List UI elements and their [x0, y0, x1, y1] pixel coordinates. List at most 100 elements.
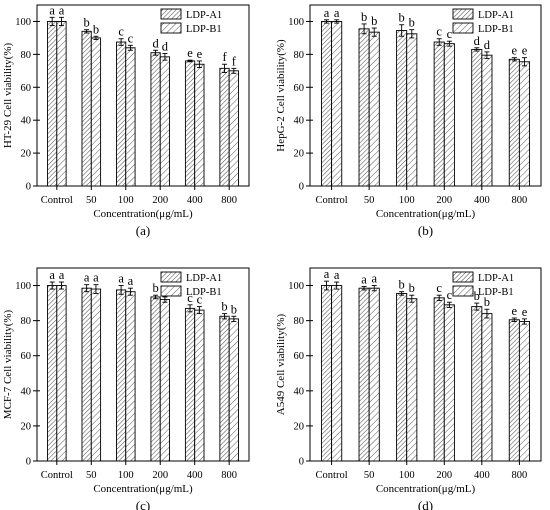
- y-tick-label: 80: [294, 316, 305, 327]
- bar-ldp-b1: [368, 31, 380, 187]
- x-tick-label: 100: [399, 470, 415, 481]
- y-axis-title: HepG-2 Cell viability(%): [275, 39, 287, 152]
- bar-ldp-a1: [219, 315, 230, 462]
- y-tick-label: 80: [21, 50, 32, 61]
- y-axis-title: MCF-7 Cell viability(%): [2, 309, 14, 419]
- significance-label: c: [197, 293, 203, 307]
- significance-label: f: [222, 50, 227, 64]
- x-tick-label: Control: [316, 470, 348, 481]
- bar-ldp-a1: [433, 297, 445, 462]
- significance-label: b: [231, 302, 237, 316]
- y-tick-label: 40: [21, 386, 32, 397]
- bar-ldp-b1: [406, 298, 418, 462]
- y-tick-label: 0: [299, 457, 304, 468]
- x-tick-label: 100: [118, 195, 134, 206]
- x-tick-label: Control: [41, 470, 73, 481]
- panel-label: (a): [136, 223, 150, 238]
- significance-label: b: [399, 11, 405, 25]
- bar-ldp-a1: [396, 292, 408, 462]
- bar-ldp-b1: [228, 70, 239, 187]
- significance-label: a: [324, 6, 330, 20]
- significance-label: a: [49, 268, 55, 282]
- bar-ldp-a1: [47, 285, 58, 462]
- y-tick-label: 60: [21, 83, 32, 94]
- significance-label: d: [152, 36, 159, 50]
- significance-label: e: [522, 305, 528, 319]
- x-tick-label: Control: [41, 195, 73, 206]
- significance-label: b: [221, 300, 227, 314]
- panel-label: (c): [136, 498, 150, 510]
- legend-swatch: [160, 22, 182, 34]
- bar-ldp-a1: [81, 287, 92, 462]
- bar-ldp-b1: [125, 291, 136, 462]
- significance-label: b: [484, 295, 490, 309]
- y-axis-title: A549 Cell viability(%): [275, 313, 287, 415]
- bar-ldp-b1: [159, 56, 170, 187]
- significance-label: e: [522, 44, 528, 58]
- chart-panel: 0 20 40 60 80 100 Control a a 50 b b 100 c c 200 d d 400 e e…: [2, 3, 250, 238]
- bar-ldp-a1: [471, 306, 483, 462]
- bar-ldp-a1: [321, 285, 333, 462]
- x-tick-label: 800: [512, 195, 528, 206]
- bar-ldp-a1: [508, 319, 520, 462]
- bar-ldp-a1: [433, 41, 445, 187]
- x-tick-label: 400: [187, 195, 203, 206]
- y-tick-label: 0: [299, 182, 304, 193]
- y-tick-label: 60: [21, 351, 32, 362]
- significance-label: c: [436, 281, 442, 295]
- significance-label: d: [484, 38, 491, 52]
- bar-ldp-a1: [150, 296, 161, 462]
- x-axis-title: Concentration(μg/mL): [93, 483, 193, 495]
- significance-label: a: [84, 271, 90, 285]
- bar-ldp-b1: [228, 318, 239, 462]
- y-tick-label: 20: [21, 421, 32, 432]
- legend-swatch: [452, 8, 474, 20]
- bar-ldp-a1: [396, 30, 408, 187]
- panel-label: (b): [418, 223, 433, 238]
- significance-label: a: [371, 272, 377, 286]
- y-tick-label: 100: [288, 17, 304, 28]
- significance-label: a: [334, 6, 340, 20]
- bar-ldp-b1: [518, 61, 530, 187]
- legend-label: LDP-A1: [186, 273, 222, 284]
- bar-ldp-a1: [321, 21, 333, 187]
- x-tick-label: 400: [187, 470, 203, 481]
- bar-ldp-a1: [358, 287, 370, 462]
- bar-ldp-b1: [331, 21, 343, 187]
- y-tick-label: 80: [294, 50, 305, 61]
- legend-swatch: [452, 271, 474, 283]
- significance-label: a: [59, 268, 65, 282]
- y-tick-label: 80: [21, 316, 32, 327]
- y-tick-label: 40: [294, 116, 305, 127]
- significance-label: c: [128, 31, 134, 45]
- significance-label: f: [232, 54, 237, 68]
- significance-label: d: [162, 40, 169, 54]
- x-tick-label: 50: [86, 470, 97, 481]
- bar-ldp-a1: [184, 60, 196, 187]
- significance-label: c: [187, 291, 193, 305]
- bar-ldp-b1: [331, 285, 343, 462]
- x-tick-label: 200: [436, 470, 452, 481]
- significance-label: c: [436, 25, 442, 39]
- legend-swatch: [160, 285, 182, 297]
- significance-label: a: [93, 271, 99, 285]
- x-tick-label: 400: [474, 195, 490, 206]
- significance-label: b: [399, 278, 405, 292]
- legend-label: LDP-B1: [186, 24, 222, 35]
- bar-ldp-b1: [518, 321, 530, 462]
- y-tick-label: 40: [294, 386, 305, 397]
- y-tick-label: 20: [21, 149, 32, 160]
- bar-ldp-a1: [81, 30, 92, 187]
- legend-swatch: [160, 8, 182, 20]
- bar-ldp-a1: [150, 52, 161, 187]
- significance-label: a: [324, 267, 330, 281]
- significance-label: c: [118, 25, 124, 39]
- x-tick-label: 800: [221, 195, 237, 206]
- bar-ldp-a1: [219, 67, 230, 187]
- legend-swatch: [452, 22, 474, 34]
- significance-label: a: [361, 272, 367, 286]
- significance-label: b: [361, 10, 367, 24]
- bar-ldp-b1: [481, 54, 493, 187]
